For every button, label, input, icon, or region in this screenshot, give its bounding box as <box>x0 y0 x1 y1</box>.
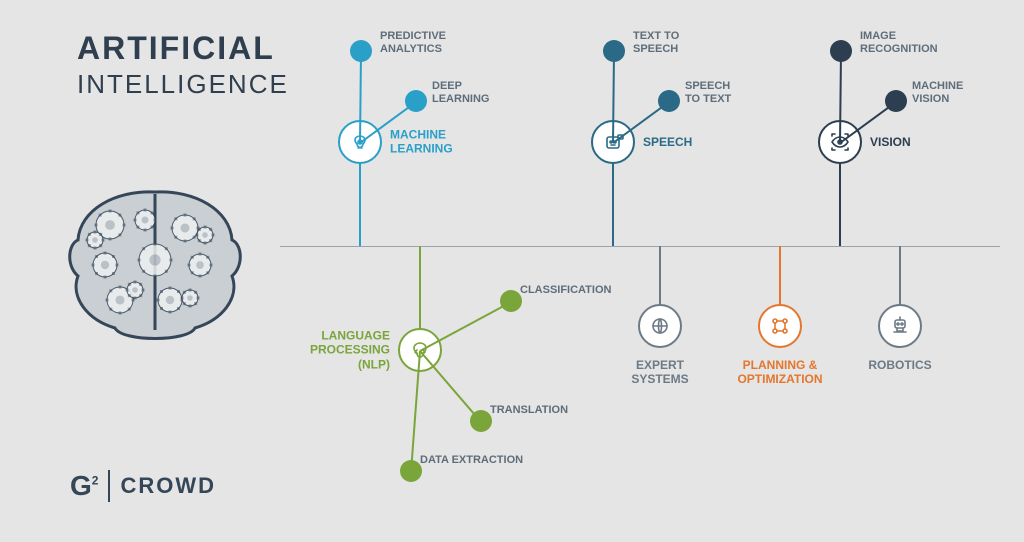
branch-dot <box>500 290 522 312</box>
branch-label: TEXT TOSPEECH <box>633 30 679 55</box>
branch-dot <box>603 40 625 62</box>
branch-label: DEEPLEARNING <box>432 80 489 105</box>
branch-dot <box>400 460 422 482</box>
timeline-axis <box>280 246 1000 247</box>
branch-label: TRANSLATION <box>490 404 568 417</box>
branch-dot <box>658 90 680 112</box>
category-label: VISION <box>870 135 960 149</box>
branch-label: DATA EXTRACTION <box>420 454 523 467</box>
category-hub: ROBOTICS <box>878 304 922 348</box>
category-hub: PLANNING &OPTIMIZATION <box>758 304 802 348</box>
title-line2: INTELLIGENCE <box>77 69 289 100</box>
branch-dot <box>885 90 907 112</box>
category-label: EXPERTSYSTEMS <box>600 358 720 387</box>
branch-label: IMAGERECOGNITION <box>860 30 938 55</box>
branch-label: PREDICTIVEANALYTICS <box>380 30 446 55</box>
category-label: PLANNING &OPTIMIZATION <box>720 358 840 387</box>
branch-label: CLASSIFICATION <box>520 284 611 297</box>
g2crowd-logo: G2 CROWD <box>70 470 216 502</box>
category-label: SPEECH <box>643 135 733 149</box>
logo-g2: G2 <box>70 470 98 502</box>
logo-divider <box>108 470 110 502</box>
page-title: ARTIFICIAL INTELLIGENCE <box>77 30 289 100</box>
branch-label: SPEECHTO TEXT <box>685 80 731 105</box>
branch-dot <box>830 40 852 62</box>
brain-graphic <box>60 180 250 350</box>
title-line1: ARTIFICIAL <box>77 30 289 67</box>
category-hub: EXPERTSYSTEMS <box>638 304 682 348</box>
branch-dot <box>350 40 372 62</box>
category-label: MACHINELEARNING <box>390 128 480 157</box>
branch-dot <box>470 410 492 432</box>
category-label: LANGUAGEPROCESSING(NLP) <box>290 328 390 371</box>
logo-crowd: CROWD <box>120 473 216 499</box>
branch-label: MACHINEVISION <box>912 80 963 105</box>
branch-dot <box>405 90 427 112</box>
category-label: ROBOTICS <box>840 358 960 372</box>
